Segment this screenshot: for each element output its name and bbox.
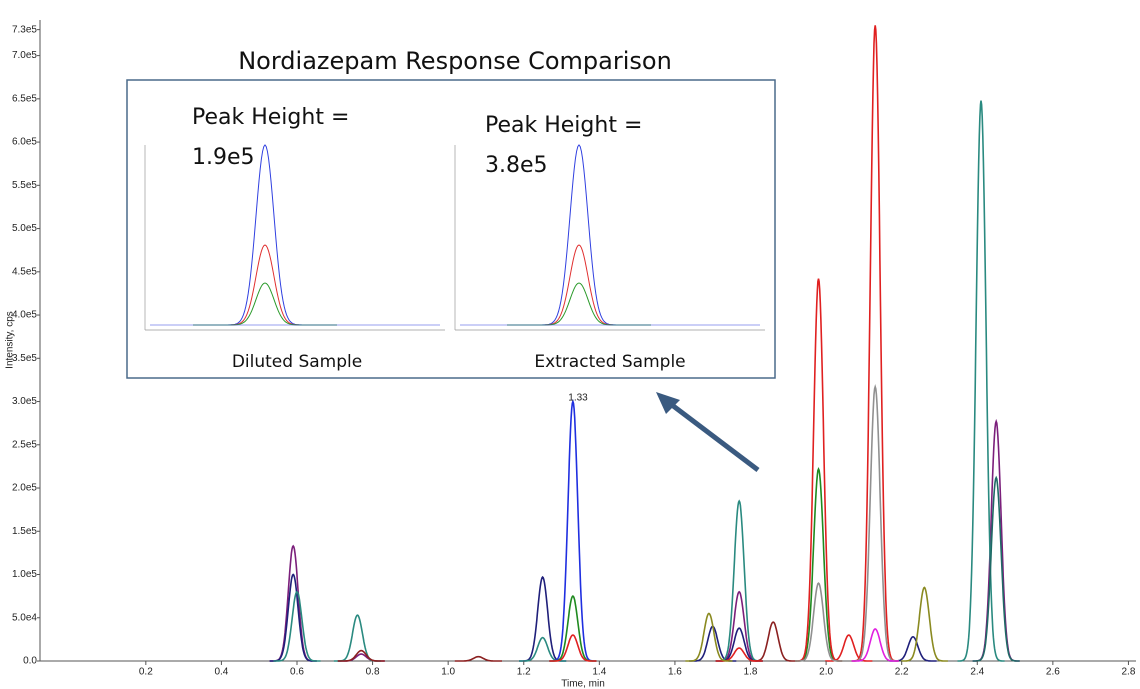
x-tick-label: 2.6 bbox=[1046, 667, 1060, 678]
x-axis-label: Time, min bbox=[561, 679, 605, 689]
peak bbox=[715, 499, 763, 662]
inset-text: 1.9e5 bbox=[192, 145, 255, 170]
peak bbox=[957, 100, 1005, 662]
peak bbox=[795, 466, 843, 662]
peak-label: 1.33 bbox=[568, 393, 588, 404]
x-tick-label: 0.4 bbox=[214, 667, 228, 678]
inset-box bbox=[126, 79, 776, 379]
y-tick-label: 4.5e5 bbox=[12, 266, 37, 277]
arrow-head bbox=[656, 392, 680, 414]
peak bbox=[972, 418, 1020, 662]
x-tick-label: 0.8 bbox=[366, 667, 380, 678]
y-tick-label: 4.0e5 bbox=[12, 310, 37, 321]
peak bbox=[337, 649, 385, 662]
peak bbox=[685, 612, 733, 662]
x-tick-label: 1.6 bbox=[668, 667, 682, 678]
peak bbox=[269, 573, 317, 662]
peak bbox=[715, 590, 763, 662]
peak bbox=[749, 621, 797, 662]
peak bbox=[851, 384, 899, 662]
y-axis-label: Intensity, cps bbox=[5, 311, 16, 369]
x-tick-label: 0.2 bbox=[139, 667, 153, 678]
arrow bbox=[666, 400, 760, 472]
y-tick-label: 1.5e5 bbox=[12, 526, 37, 537]
peak bbox=[549, 634, 597, 662]
x-tick-label: 1.0 bbox=[441, 667, 455, 678]
peak bbox=[795, 582, 843, 662]
peak bbox=[519, 575, 567, 662]
y-tick-label: 7.3e5 bbox=[12, 24, 37, 35]
peak bbox=[273, 590, 321, 662]
x-tick-label: 2.8 bbox=[1121, 667, 1135, 678]
y-tick-label: 2.5e5 bbox=[12, 439, 37, 450]
peak bbox=[549, 595, 597, 662]
inset-text: Peak Height = bbox=[485, 113, 642, 138]
y-tick-label: 5.5e5 bbox=[12, 180, 37, 191]
y-tick-label: 2.0e5 bbox=[12, 483, 37, 494]
y-tick-label: 0.0 bbox=[23, 656, 37, 667]
peak bbox=[454, 655, 502, 662]
y-tick-label: 1.0e5 bbox=[12, 569, 37, 580]
inset-text: Peak Height = bbox=[192, 105, 349, 130]
peak bbox=[900, 586, 948, 662]
x-tick-label: 1.2 bbox=[517, 667, 531, 678]
x-tick-label: 2.2 bbox=[895, 667, 909, 678]
inset-plots bbox=[144, 144, 765, 331]
peak bbox=[972, 475, 1020, 662]
plot-area bbox=[269, 25, 1020, 662]
inset-title: Nordiazepam Response Comparison bbox=[238, 47, 672, 75]
y-tick-label: 5.0e4 bbox=[12, 612, 37, 623]
y-tick-label: 3.5e5 bbox=[12, 353, 37, 364]
x-tick-label: 2.4 bbox=[970, 667, 984, 678]
x-tick-label: 1.8 bbox=[744, 667, 758, 678]
peak bbox=[549, 398, 597, 662]
y-tick-label: 7.0e5 bbox=[12, 50, 37, 61]
x-tick-label: 2.0 bbox=[819, 667, 833, 678]
y-tick-label: 6.5e5 bbox=[12, 93, 37, 104]
x-tick-label: 1.4 bbox=[592, 667, 606, 678]
x-tick-label: 0.6 bbox=[290, 667, 304, 678]
inset-caption: Diluted Sample bbox=[232, 352, 362, 372]
inset-text: 3.8e5 bbox=[485, 153, 548, 178]
peak bbox=[715, 647, 763, 662]
y-tick-label: 3.0e5 bbox=[12, 396, 37, 407]
y-tick-label: 5.0e5 bbox=[12, 223, 37, 234]
peak bbox=[851, 25, 899, 662]
peak bbox=[795, 278, 843, 662]
y-tick-label: 6.0e5 bbox=[12, 137, 37, 148]
inset-caption: Extracted Sample bbox=[534, 352, 685, 372]
peak bbox=[851, 628, 899, 662]
